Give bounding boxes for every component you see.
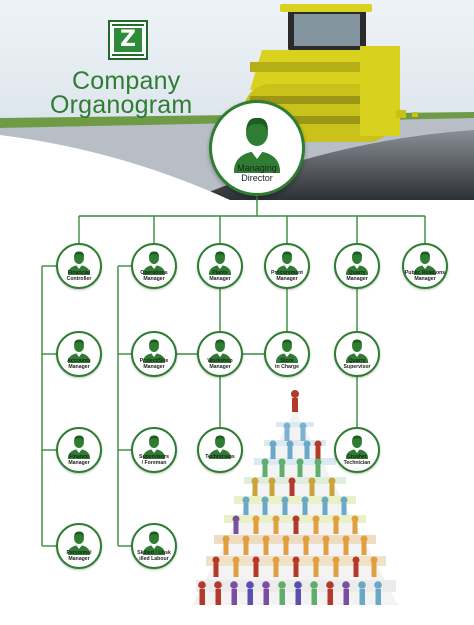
logo-top-band	[112, 24, 144, 26]
accounts-manager-label-line2: Manager	[68, 364, 90, 371]
personnel-manager-label-line1: Personnel	[66, 550, 92, 556]
person-avatar-icon	[234, 117, 280, 173]
store-in-charge-label: Store in Charge	[252, 358, 322, 370]
quarry-supervisor-label-line2: Supervisor	[343, 364, 371, 371]
person-avatar-icon	[143, 339, 165, 363]
technicians-node[interactable]	[197, 427, 243, 473]
public-relations-manager-node[interactable]	[402, 243, 448, 289]
personnel-manager-label-line2: Manager	[68, 556, 90, 563]
person-avatar-icon	[346, 251, 368, 275]
procurement-manager-label: Procurement Manager	[252, 270, 322, 282]
operations-manager-label-line1: Operations	[140, 270, 168, 276]
person-avatar-icon	[346, 435, 368, 459]
procurement-manager-node[interactable]	[264, 243, 310, 289]
skilled-unskilled-labour-node[interactable]	[131, 523, 177, 569]
public-relations-manager-label: Public Relations Manager	[390, 270, 460, 282]
workshop-manager-label-line2: Manager	[209, 364, 231, 371]
personnel-manager-node[interactable]	[56, 523, 102, 569]
store-in-charge-label-line1: Store	[280, 358, 294, 364]
financial-controller-label: Financial Controller	[44, 270, 114, 282]
technicians-label-line1: Technicians	[205, 454, 235, 460]
quarry-supervisor-label-line1: Quarry	[348, 358, 366, 364]
skilled-unskilled-labour-label-line1: Skilled / Unsk	[137, 550, 171, 556]
workshop-manager-label-line1: Workshop	[207, 358, 233, 364]
page-title-line1: Company	[72, 67, 181, 95]
project-site-manager-label-line1: Project/Site	[139, 358, 169, 364]
operations-manager-node[interactable]	[131, 243, 177, 289]
page-title-line2: Organogram	[50, 91, 193, 119]
person-avatar-icon	[209, 339, 231, 363]
person-avatar-icon	[346, 339, 368, 363]
quarry-manager-label-line1: Quarry	[348, 270, 366, 276]
skilled-unskilled-labour-label-line2: illed Labour	[139, 556, 169, 563]
project-site-manager-label-line2: Manager	[143, 364, 165, 371]
supervisors-foreman-node[interactable]	[131, 427, 177, 473]
person-avatar-icon	[143, 531, 165, 555]
crusher-technician-node[interactable]	[334, 427, 380, 473]
managing-director-line2: Director	[241, 173, 273, 183]
person-avatar-icon	[209, 251, 231, 275]
person-avatar-icon	[68, 531, 90, 555]
supervisors-foreman-label-line2: / Foreman	[141, 460, 167, 467]
person-avatar-icon	[68, 435, 90, 459]
finance-manager-label-line2: Manager	[68, 460, 90, 467]
person-avatar-icon	[414, 251, 436, 275]
project-site-manager-label: Project/Site Manager	[119, 358, 189, 370]
skilled-unskilled-labour-label: Skilled / Unsk illed Labour	[119, 550, 189, 562]
finance-manager-label-line1: Finance	[69, 454, 89, 460]
store-in-charge-label-line2: in Charge	[275, 364, 299, 371]
public-relations-manager-label-line1: Public Relations	[404, 270, 446, 276]
supervisors-foreman-label: Supervisors / Foreman	[119, 454, 189, 466]
quarry-supervisor-node[interactable]	[334, 331, 380, 377]
project-site-manager-node[interactable]	[131, 331, 177, 377]
person-avatar-icon	[68, 339, 90, 363]
managing-director-label: Managing Director	[213, 163, 301, 183]
financial-controller-label-line1: Financial	[67, 270, 91, 276]
plants-manager-label-line2: Manager	[209, 276, 231, 283]
quarry-manager-node[interactable]	[334, 243, 380, 289]
plants-manager-node[interactable]	[197, 243, 243, 289]
personnel-manager-label: Personnel Manager	[44, 550, 114, 562]
operations-manager-label: Operations Manager	[119, 270, 189, 282]
quarry-manager-label-line2: Manager	[346, 276, 368, 283]
operations-manager-label-line2: Manager	[143, 276, 165, 283]
accounts-manager-label: Accounts Manager	[44, 358, 114, 370]
plants-manager-label: Plants Manager	[185, 270, 255, 282]
procurement-manager-label-line2: Manager	[276, 276, 298, 283]
finance-manager-node[interactable]	[56, 427, 102, 473]
accounts-manager-node[interactable]	[56, 331, 102, 377]
workshop-manager-label: Workshop Manager	[185, 358, 255, 370]
person-avatar-icon	[143, 435, 165, 459]
managing-director-line1: Managing	[237, 163, 277, 173]
quarry-supervisor-label: Quarry Supervisor	[322, 358, 392, 370]
financial-controller-label-line2: Controller	[66, 276, 92, 283]
person-avatar-icon	[276, 251, 298, 275]
workshop-manager-node[interactable]	[197, 331, 243, 377]
logo-letter: Z	[114, 28, 142, 52]
company-logo: Z	[108, 20, 148, 60]
managing-director-node[interactable]	[209, 100, 305, 196]
person-avatar-icon	[209, 435, 231, 459]
supervisors-foreman-label-line1: Supervisors	[139, 454, 169, 460]
person-avatar-icon	[68, 251, 90, 275]
person-avatar-icon	[143, 251, 165, 275]
store-in-charge-node[interactable]	[264, 331, 310, 377]
technicians-label: Technicians	[185, 454, 255, 460]
crusher-technician-label-line1: Crusher	[347, 454, 367, 460]
public-relations-manager-label-line2: Manager	[414, 276, 436, 283]
person-avatar-icon	[276, 339, 298, 363]
quarry-manager-label: Quarry Manager	[322, 270, 392, 282]
finance-manager-label: Finance Manager	[44, 454, 114, 466]
logo-bottom-band	[112, 54, 144, 56]
crusher-technician-label-line2: Technician	[343, 460, 371, 467]
plants-manager-label-line1: Plants	[212, 270, 228, 276]
financial-controller-node[interactable]	[56, 243, 102, 289]
procurement-manager-label-line1: Procurement	[271, 270, 303, 276]
accounts-manager-label-line1: Accounts	[67, 358, 91, 364]
crusher-technician-label: Crusher Technician	[322, 454, 392, 466]
